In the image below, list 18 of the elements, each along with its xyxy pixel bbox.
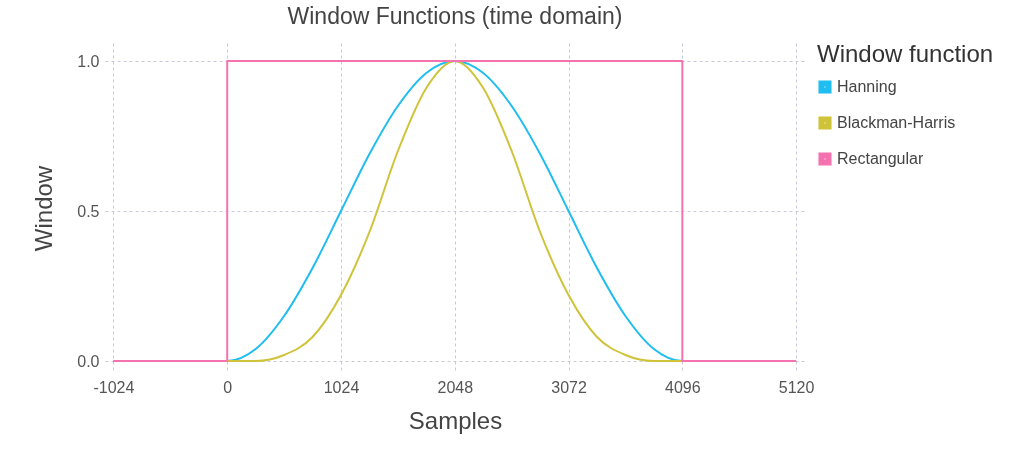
y-tick-label: 0.5: [77, 202, 100, 220]
y-tick-label: 1.0: [77, 52, 100, 70]
x-tick-label: 1024: [323, 378, 360, 396]
legend-label: Hanning: [837, 78, 897, 95]
x-tick-label: 0: [223, 378, 233, 396]
x-tick-label: -1024: [93, 378, 135, 396]
x-tick-label: 2048: [437, 378, 474, 396]
legend-label: Blackman-Harris: [837, 114, 956, 131]
line-series: [112, 60, 798, 362]
legend-title: Window function: [817, 40, 994, 67]
x-tick-label: 3072: [551, 378, 587, 396]
x-tick-label: 5120: [778, 378, 815, 396]
y-axis-title: Window: [30, 165, 58, 252]
legend-label: Rectangular: [837, 150, 924, 167]
x-axis-title: Samples: [408, 406, 503, 434]
chart-title: Window Functions (time domain): [287, 3, 623, 29]
y-tick-label: 0.0: [77, 352, 100, 370]
x-tick-label: 4096: [665, 378, 701, 396]
